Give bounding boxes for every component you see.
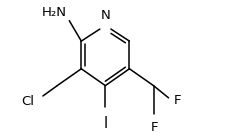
Text: F: F	[150, 121, 158, 134]
Text: Cl: Cl	[21, 95, 34, 108]
Text: H₂N: H₂N	[42, 6, 67, 19]
Text: I: I	[103, 116, 107, 131]
Text: N: N	[100, 9, 110, 22]
Text: F: F	[173, 94, 181, 107]
